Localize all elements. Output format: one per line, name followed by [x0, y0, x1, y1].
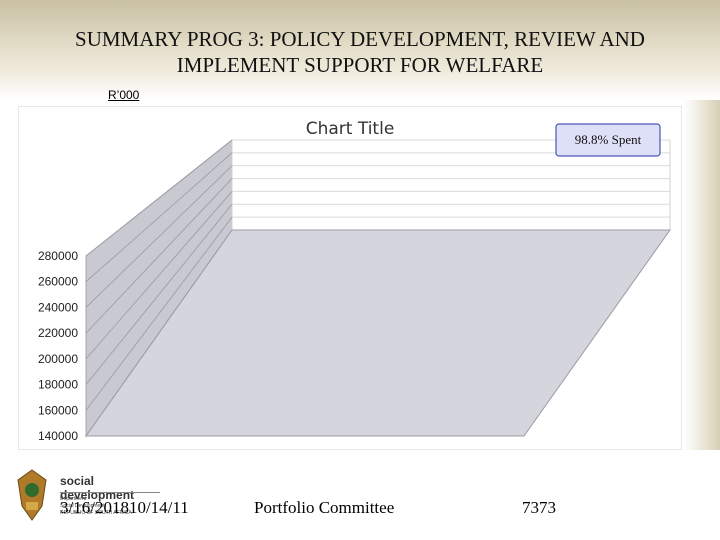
footer-committee: Portfolio Committee [254, 498, 395, 517]
y-tick-label: 180000 [38, 378, 78, 392]
gridline-side [85, 152, 233, 283]
chart-floor [85, 229, 671, 437]
logo-line-3: REPUBLIC OF SOUTH AFRICA [60, 510, 132, 516]
gridline-side [85, 204, 233, 385]
chart-title: Chart Title [306, 119, 395, 139]
y-tick-label: 260000 [38, 275, 78, 289]
gridline-side [85, 139, 233, 257]
chart-area: 280000 260000 240000 220000 200000 180000 1600… [17, 105, 683, 451]
y-tick-label: 220000 [38, 326, 78, 340]
header-background [0, 0, 720, 100]
department-logo: social development Department: Social De… [10, 462, 170, 532]
logo-line-1: Department: [60, 496, 88, 502]
unit-label: R’000 [108, 88, 140, 102]
gridline-side [85, 216, 233, 411]
y-tick-label: 240000 [38, 300, 78, 314]
y-axis-ticks: 280000 260000 240000 220000 200000 180000 1600… [38, 249, 78, 443]
logo-divider [60, 492, 160, 493]
footer-date: 3/16/201810/14/11 [60, 498, 189, 517]
gridline-side [85, 178, 233, 334]
beadwork-decoration [684, 100, 720, 450]
y-tick-label: 140000 [38, 429, 78, 443]
y-tick-label: 200000 [38, 352, 78, 366]
gridline-side [85, 191, 233, 360]
coat-of-arms-icon [17, 469, 47, 521]
logo-brand-text: social development [60, 474, 135, 502]
footer-page-number: 7373 [522, 498, 556, 517]
slide-title: SUMMARY PROG 3: POLICY DEVELOPMENT, REVI… [75, 27, 645, 77]
annotation-text: 98.8% Spent [575, 132, 642, 147]
logo-line-2: Social Development [60, 503, 105, 509]
gridline-side [85, 165, 233, 308]
y-tick-label: 280000 [38, 249, 78, 263]
chart-svg: 280000 260000 240000 220000 200000 180000 1600… [17, 105, 683, 451]
y-tick-label: 160000 [38, 403, 78, 417]
chart-floor-plane [85, 229, 671, 437]
annotation-callout: 98.8% Spent [555, 123, 661, 157]
